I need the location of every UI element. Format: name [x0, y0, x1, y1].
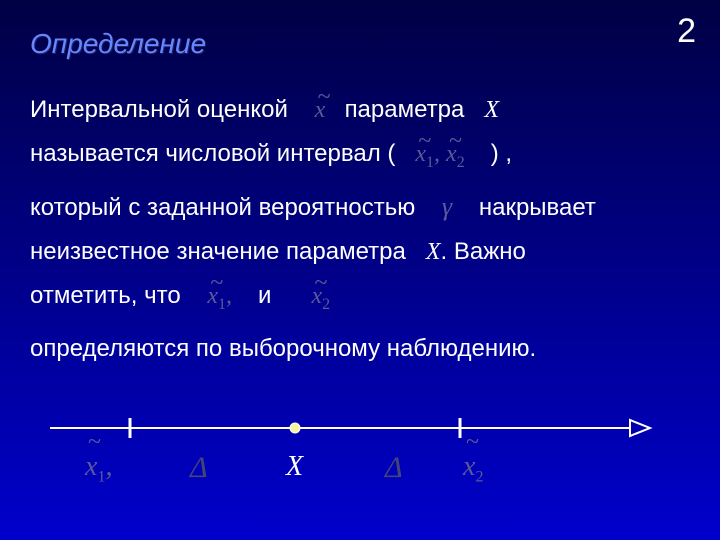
text-fragment: ) ,: [491, 140, 512, 167]
text-fragment: параметра: [345, 96, 465, 123]
number-line-diagram: ~x1, Δ X Δ ~x2: [40, 410, 670, 500]
symbol-x1-tilde: ~x1,: [207, 283, 238, 309]
comma: ,: [105, 451, 112, 482]
symbol-x2-tilde: ~x2: [311, 283, 330, 309]
tilde-icon: ~: [314, 261, 327, 305]
label-x1: ~x1,: [85, 451, 112, 487]
comma: ,: [226, 283, 232, 309]
subscript-2: 2: [475, 469, 483, 486]
symbol-X: X: [286, 451, 303, 482]
page-number: 2: [677, 12, 696, 51]
text-fragment: называется числовой интервал (: [30, 140, 395, 167]
number-line-svg: [40, 410, 670, 450]
text-fragment: и: [258, 282, 271, 309]
symbol-x-tilde: ~x: [315, 97, 332, 123]
text-fragment: Интервальной оценкой: [30, 96, 288, 123]
label-delta-left: Δ: [190, 451, 208, 485]
text-fragment: который с заданной вероятностью: [30, 194, 415, 221]
comma: ,: [434, 141, 440, 167]
center-point: [290, 423, 300, 433]
text-fragment: определяются по выборочному наблюдению.: [30, 335, 536, 362]
symbol-X: X: [484, 97, 499, 123]
text-fragment: отметить, что: [30, 282, 181, 309]
label-x2: ~x2: [463, 451, 483, 487]
tilde-icon: ~: [418, 119, 431, 163]
tilde-icon: ~: [210, 261, 223, 305]
symbol-x2-tilde: ~x2: [446, 141, 471, 167]
diagram-labels: ~x1, Δ X Δ ~x2: [40, 455, 670, 495]
symbol-gamma: γ: [442, 192, 452, 221]
arrowhead-icon: [630, 420, 650, 436]
label-X-center: X: [286, 451, 303, 483]
tilde-icon: ~: [449, 119, 462, 163]
slide: 2 Определение Интервальной оценкой ~x па…: [0, 0, 720, 540]
tilde-icon: ~: [318, 75, 331, 119]
tilde-icon: ~: [466, 429, 479, 456]
symbol-x1-tilde: ~x1,: [415, 141, 446, 167]
slide-title: Определение: [30, 28, 206, 60]
tilde-icon: ~: [88, 429, 101, 456]
text-fragment: накрывает: [479, 194, 596, 221]
symbol-X: X: [426, 239, 441, 265]
body-text: Интервальной оценкой ~x параметра X назы…: [30, 88, 690, 371]
text-fragment: . Важно: [441, 238, 526, 265]
label-delta-right: Δ: [385, 451, 403, 485]
